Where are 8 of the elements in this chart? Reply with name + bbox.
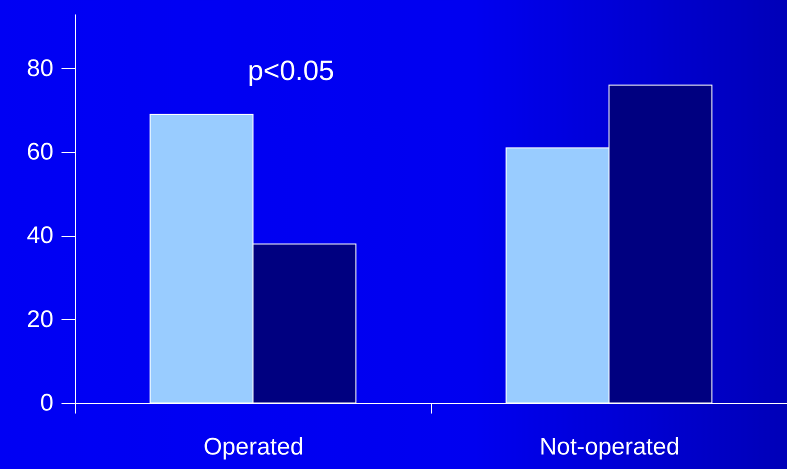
annotation: p<0.05	[248, 55, 334, 86]
y-tick-label: 60	[26, 138, 54, 166]
y-tick-label: 20	[26, 306, 54, 333]
y-tick-label: 40	[26, 222, 54, 250]
y-tick-label: 80	[26, 54, 54, 82]
y-tick-label: 0	[40, 390, 54, 416]
x-tick-label: Operated	[203, 434, 304, 460]
x-tick-label: Not-operated	[539, 434, 680, 460]
